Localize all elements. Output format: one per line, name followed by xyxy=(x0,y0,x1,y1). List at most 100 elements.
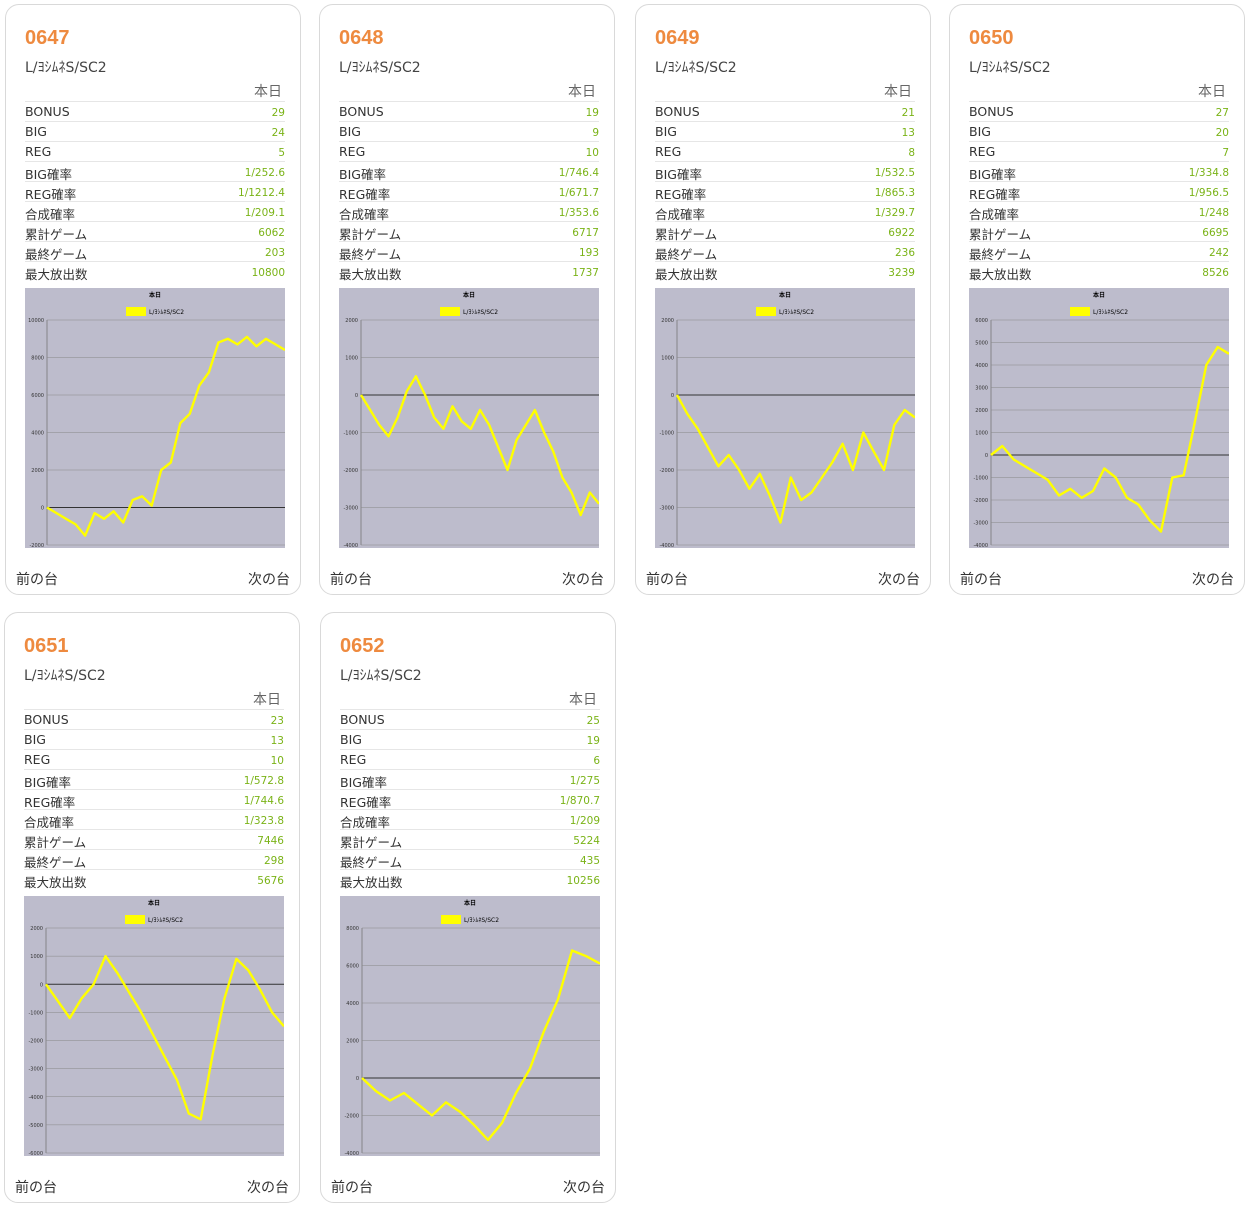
stat-label: 最終ゲーム xyxy=(655,247,718,262)
y-tick-label: 1000 xyxy=(661,356,674,362)
machine-card[interactable]: 0652 L/ﾖｼﾑﾈS/SC2 本日 BONUS 25 BIG 19 REG 6 BIG確率 1/… xyxy=(320,612,616,1203)
stats-row: BONUS 23 xyxy=(24,709,284,729)
stat-value: 1/956.5 xyxy=(1188,187,1229,199)
stat-label: BONUS xyxy=(24,712,69,727)
machine-card[interactable]: 0648 L/ﾖｼﾑﾈS/SC2 本日 BONUS 19 BIG 9 REG 10 BIG確率 1/… xyxy=(319,4,615,595)
stats-row: 最終ゲーム 193 xyxy=(339,241,599,262)
stats-row: BIG 9 xyxy=(339,121,599,141)
machine-card[interactable]: 0647 L/ﾖｼﾑﾈS/SC2 本日 BONUS 29 BIG 24 REG 5 BIG確率 1/… xyxy=(5,4,301,595)
machine-model: L/ﾖｼﾑﾈS/SC2 xyxy=(339,60,421,76)
machine-number[interactable]: 0648 xyxy=(339,27,384,49)
next-machine-link[interactable]: 次の台 xyxy=(562,572,604,588)
machine-number[interactable]: 0652 xyxy=(340,635,385,657)
y-tick-label: -3000 xyxy=(973,521,988,527)
y-tick-label: -2000 xyxy=(29,543,44,548)
stat-value: 8 xyxy=(908,147,915,159)
stats-row: 累計ゲーム 5224 xyxy=(340,829,600,850)
stats-row: BIG確率 1/746.4 xyxy=(339,161,599,182)
next-machine-link[interactable]: 次の台 xyxy=(1192,572,1234,588)
stat-label: 合成確率 xyxy=(339,207,390,222)
stat-value: 1/353.6 xyxy=(558,207,599,219)
stats-row: BONUS 27 xyxy=(969,101,1229,121)
slump-chart: 本日 L/ﾖｼﾑﾈS/SC2 -4000 -3000 -2000 -1000 0 1000 20… xyxy=(655,288,916,549)
stats-row: 最終ゲーム 298 xyxy=(24,849,284,870)
machine-card[interactable]: 0649 L/ﾖｼﾑﾈS/SC2 本日 BONUS 21 BIG 13 REG 8 BIG確率 1/… xyxy=(635,4,931,595)
stats-row: REG確率 1/956.5 xyxy=(969,181,1229,202)
machine-number[interactable]: 0650 xyxy=(969,27,1014,49)
prev-machine-link[interactable]: 前の台 xyxy=(16,572,58,588)
next-machine-link[interactable]: 次の台 xyxy=(563,1180,605,1196)
prev-machine-link[interactable]: 前の台 xyxy=(15,1180,57,1196)
y-tick-label: 6000 xyxy=(975,318,988,324)
stat-label: BIG確率 xyxy=(969,167,1016,182)
machine-card[interactable]: 0651 L/ﾖｼﾑﾈS/SC2 本日 BONUS 23 BIG 13 REG 10 BIG確率 1… xyxy=(4,612,300,1203)
today-header: 本日 xyxy=(254,84,282,100)
machine-model: L/ﾖｼﾑﾈS/SC2 xyxy=(340,668,422,684)
stat-label: BONUS xyxy=(655,104,700,119)
stat-value: 1/323.8 xyxy=(243,815,284,827)
stat-value: 6695 xyxy=(1202,227,1229,239)
y-tick-label: 4000 xyxy=(346,1001,359,1007)
chart-background xyxy=(655,288,915,548)
stat-value: 1/209.1 xyxy=(244,207,285,219)
stat-label: REG xyxy=(24,752,51,767)
next-machine-link[interactable]: 次の台 xyxy=(247,1180,289,1196)
y-tick-label: 6000 xyxy=(346,964,359,970)
stats-row: REG 10 xyxy=(339,141,599,161)
stats-table: BONUS 27 BIG 20 REG 7 BIG確率 1/334.8 REG確率 1/956.5… xyxy=(969,101,1229,282)
next-machine-link[interactable]: 次の台 xyxy=(248,572,290,588)
today-header: 本日 xyxy=(568,84,596,100)
stat-value: 24 xyxy=(271,127,285,139)
stat-label: 累計ゲーム xyxy=(339,227,402,242)
stat-value: 1/252.6 xyxy=(244,167,285,179)
chart-title: 本日 xyxy=(463,291,475,299)
stats-table: BONUS 25 BIG 19 REG 6 BIG確率 1/275 REG確率 1/870.7 合成… xyxy=(340,709,600,890)
y-tick-label: 0 xyxy=(356,1076,359,1082)
stat-label: 累計ゲーム xyxy=(25,227,88,242)
stat-value: 1/744.6 xyxy=(243,795,284,807)
legend-swatch xyxy=(441,915,461,924)
stat-value: 435 xyxy=(579,855,600,867)
y-tick-label: 2000 xyxy=(975,408,988,414)
y-tick-label: -2000 xyxy=(28,1039,43,1045)
legend-label: L/ﾖｼﾑﾈS/SC2 xyxy=(463,309,498,316)
series-line xyxy=(359,375,600,517)
slump-chart: 本日 L/ﾖｼﾑﾈS/SC2 -6000 -5000 -4000 -3000 -2000 -1… xyxy=(24,896,285,1157)
stat-label: BIG xyxy=(339,124,361,139)
y-tick-label: -1000 xyxy=(28,1010,43,1016)
y-tick-label: -4000 xyxy=(344,1151,359,1156)
machine-number[interactable]: 0649 xyxy=(655,27,700,49)
stat-value: 1/865.3 xyxy=(874,187,915,199)
stats-row: BIG 13 xyxy=(655,121,915,141)
stat-label: BIG xyxy=(25,124,47,139)
prev-machine-link[interactable]: 前の台 xyxy=(331,1180,373,1196)
next-machine-link[interactable]: 次の台 xyxy=(878,572,920,588)
stat-label: REG xyxy=(340,752,367,767)
machine-number[interactable]: 0647 xyxy=(25,27,70,49)
y-tick-label: 1000 xyxy=(30,954,43,960)
stats-row: REG確率 1/744.6 xyxy=(24,789,284,810)
y-tick-label: -1000 xyxy=(343,431,358,437)
stats-table: BONUS 19 BIG 9 REG 10 BIG確率 1/746.4 REG確率 1/671.7… xyxy=(339,101,599,282)
stat-value: 6922 xyxy=(888,227,915,239)
machine-card[interactable]: 0650 L/ﾖｼﾑﾈS/SC2 本日 BONUS 27 BIG 20 REG 7 BIG確率 1/… xyxy=(949,4,1245,595)
stats-row: BIG確率 1/252.6 xyxy=(25,161,285,182)
stat-value: 1/671.7 xyxy=(558,187,599,199)
prev-machine-link[interactable]: 前の台 xyxy=(330,572,372,588)
y-tick-label: 0 xyxy=(355,393,358,399)
y-tick-label: 4000 xyxy=(975,363,988,369)
y-tick-label: -2000 xyxy=(973,498,988,504)
stat-label: BIG確率 xyxy=(340,775,387,790)
prev-machine-link[interactable]: 前の台 xyxy=(646,572,688,588)
series-line xyxy=(675,394,916,524)
stat-label: 最大放出数 xyxy=(339,267,402,282)
stat-label: BIG xyxy=(655,124,677,139)
machine-model: L/ﾖｼﾑﾈS/SC2 xyxy=(655,60,737,76)
stat-label: 合成確率 xyxy=(655,207,706,222)
stat-label: BONUS xyxy=(340,712,385,727)
y-tick-label: -2000 xyxy=(343,468,358,474)
machine-number[interactable]: 0651 xyxy=(24,635,69,657)
chart-svg: 本日 L/ﾖｼﾑﾈS/SC2 -4000 -2000 0 2000 4000 6000 8000 xyxy=(340,896,601,1157)
prev-machine-link[interactable]: 前の台 xyxy=(960,572,1002,588)
stat-value: 7446 xyxy=(257,835,284,847)
